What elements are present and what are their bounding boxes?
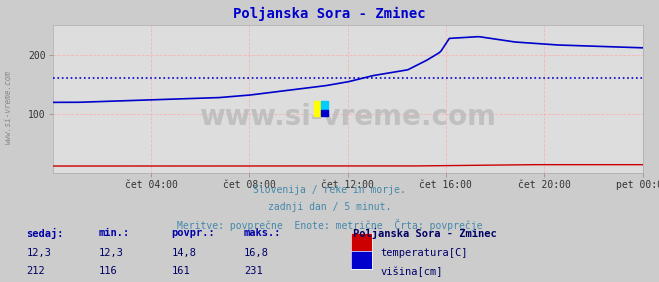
Text: 16,8: 16,8: [244, 248, 269, 258]
Bar: [321, 110, 328, 116]
Text: temperatura[C]: temperatura[C]: [380, 248, 468, 258]
Text: zadnji dan / 5 minut.: zadnji dan / 5 minut.: [268, 202, 391, 212]
Text: 161: 161: [171, 266, 190, 276]
Text: 212: 212: [26, 266, 45, 276]
Text: 12,3: 12,3: [26, 248, 51, 258]
Text: 116: 116: [99, 266, 117, 276]
Text: Poljanska Sora - Zminec: Poljanska Sora - Zminec: [233, 7, 426, 21]
Text: Slovenija / reke in morje.: Slovenija / reke in morje.: [253, 185, 406, 195]
Bar: [321, 101, 328, 110]
Text: www.si-vreme.com: www.si-vreme.com: [199, 103, 496, 131]
Text: sedaj:: sedaj:: [26, 228, 64, 239]
Text: maks.:: maks.:: [244, 228, 281, 238]
Text: Meritve: povprečne  Enote: metrične  Črta: povprečje: Meritve: povprečne Enote: metrične Črta:…: [177, 219, 482, 231]
Text: 231: 231: [244, 266, 262, 276]
Text: Poljanska Sora - Zminec: Poljanska Sora - Zminec: [353, 228, 496, 239]
Text: 12,3: 12,3: [99, 248, 124, 258]
Text: min.:: min.:: [99, 228, 130, 238]
Bar: [314, 101, 321, 116]
Text: povpr.:: povpr.:: [171, 228, 215, 238]
Text: višina[cm]: višina[cm]: [380, 266, 443, 277]
Text: www.si-vreme.com: www.si-vreme.com: [3, 70, 13, 144]
Text: 14,8: 14,8: [171, 248, 196, 258]
